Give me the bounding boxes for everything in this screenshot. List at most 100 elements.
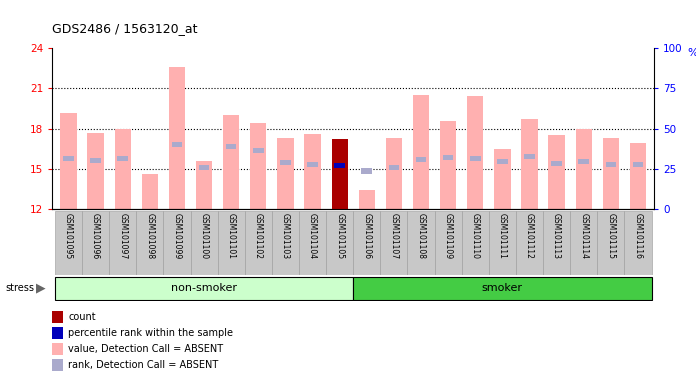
Text: GSM101095: GSM101095	[64, 213, 73, 259]
Text: percentile rank within the sample: percentile rank within the sample	[68, 328, 233, 338]
Bar	[169, 67, 185, 209]
Text: GSM101107: GSM101107	[389, 213, 398, 259]
Bar	[413, 95, 429, 209]
Text: GSM101116: GSM101116	[633, 213, 642, 259]
Bar	[304, 134, 321, 209]
Bar	[358, 190, 375, 209]
Bar	[250, 123, 267, 209]
Bar	[199, 165, 209, 170]
Text: GSM101113: GSM101113	[552, 213, 561, 259]
Bar	[353, 211, 380, 275]
Bar	[386, 138, 402, 209]
Bar	[109, 211, 136, 275]
Text: GSM101106: GSM101106	[363, 213, 371, 259]
Text: GSM101105: GSM101105	[335, 213, 344, 259]
Bar	[524, 154, 535, 159]
Bar	[253, 147, 264, 153]
Text: GSM101115: GSM101115	[606, 213, 615, 259]
Text: GSM101096: GSM101096	[91, 213, 100, 259]
Text: GSM101098: GSM101098	[145, 213, 155, 259]
Bar	[88, 133, 104, 209]
Text: GSM101101: GSM101101	[227, 213, 236, 259]
Bar	[388, 165, 400, 170]
Bar	[494, 149, 510, 209]
Bar	[516, 211, 543, 275]
Bar	[597, 211, 624, 275]
Bar	[272, 211, 299, 275]
Bar	[334, 163, 345, 168]
Bar	[299, 211, 326, 275]
Text: ▶: ▶	[36, 282, 46, 295]
Bar	[142, 174, 158, 209]
Text: GSM101111: GSM101111	[498, 213, 507, 259]
Bar	[497, 159, 507, 164]
Text: non-smoker: non-smoker	[171, 283, 237, 293]
Bar	[548, 136, 564, 209]
Text: smoker: smoker	[482, 283, 523, 293]
Text: GSM101102: GSM101102	[254, 213, 263, 259]
Bar	[277, 138, 294, 209]
Bar	[576, 129, 592, 209]
Bar	[226, 144, 237, 149]
Bar	[380, 211, 407, 275]
Bar	[331, 139, 348, 209]
Bar	[603, 138, 619, 209]
Text: %: %	[688, 48, 696, 58]
Bar	[218, 211, 245, 275]
Text: GDS2486 / 1563120_at: GDS2486 / 1563120_at	[52, 22, 198, 35]
Text: rank, Detection Call = ABSENT: rank, Detection Call = ABSENT	[68, 360, 219, 370]
Bar	[63, 156, 74, 161]
Bar	[82, 211, 109, 275]
Bar	[489, 211, 516, 275]
Bar	[570, 211, 597, 275]
Bar	[245, 211, 272, 275]
Text: GSM101103: GSM101103	[281, 213, 290, 259]
Bar	[353, 276, 651, 300]
Bar	[440, 121, 457, 209]
Bar	[551, 161, 562, 166]
Bar	[543, 211, 570, 275]
Bar	[115, 129, 131, 209]
Bar	[633, 162, 643, 167]
Text: value, Detection Call = ABSENT: value, Detection Call = ABSENT	[68, 344, 223, 354]
Bar	[196, 161, 212, 209]
Bar	[578, 159, 589, 164]
Bar	[434, 211, 461, 275]
Bar	[191, 211, 218, 275]
Bar	[172, 142, 182, 147]
Text: GSM101114: GSM101114	[579, 213, 588, 259]
Bar	[55, 211, 82, 275]
Bar	[630, 144, 646, 209]
Text: count: count	[68, 312, 96, 322]
Text: GSM101097: GSM101097	[118, 213, 127, 259]
Bar	[331, 139, 348, 209]
Text: GSM101110: GSM101110	[470, 213, 480, 259]
Text: GSM101100: GSM101100	[200, 213, 209, 259]
Text: GSM101108: GSM101108	[416, 213, 425, 259]
Bar	[467, 96, 484, 209]
Bar	[470, 156, 480, 161]
Bar	[326, 211, 353, 275]
Bar	[416, 157, 427, 162]
Bar	[280, 160, 291, 165]
Bar	[90, 158, 101, 164]
Bar	[136, 211, 164, 275]
Bar	[461, 211, 489, 275]
Bar	[61, 113, 77, 209]
Bar	[307, 162, 318, 167]
Text: GSM101109: GSM101109	[443, 213, 452, 259]
Bar	[407, 211, 434, 275]
Text: GSM101099: GSM101099	[173, 213, 182, 259]
Text: stress: stress	[6, 283, 35, 293]
Text: GSM101104: GSM101104	[308, 213, 317, 259]
Bar	[55, 276, 353, 300]
Bar	[624, 211, 651, 275]
Bar	[164, 211, 191, 275]
Bar	[118, 156, 128, 161]
Bar	[606, 162, 616, 167]
Bar	[443, 155, 453, 160]
Bar	[223, 115, 239, 209]
Bar	[361, 169, 372, 174]
Bar	[521, 119, 537, 209]
Text: GSM101112: GSM101112	[525, 213, 534, 259]
